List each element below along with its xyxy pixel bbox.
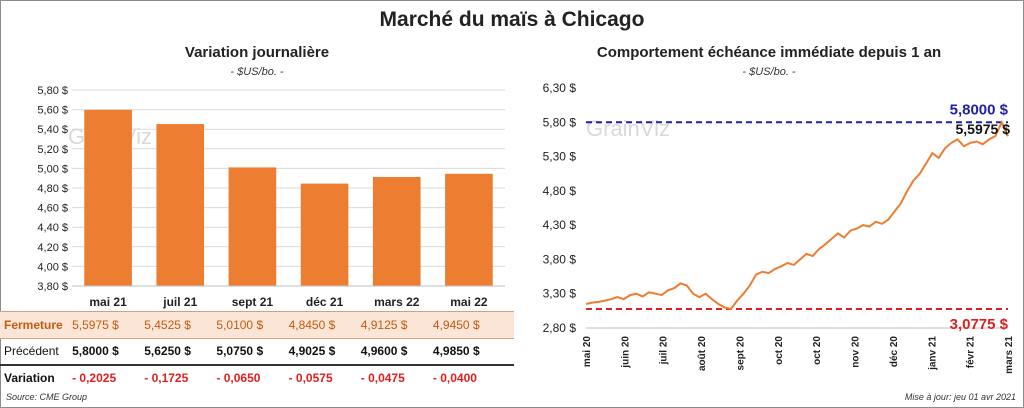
y-tick-label: 3,80 $ [37, 281, 68, 293]
y-tick-label: 4,60 $ [37, 203, 68, 215]
table-cell: 5,0750 $ [216, 344, 264, 358]
table-cell: - 0,0650 [216, 371, 261, 385]
table-cell: 4,8450 $ [288, 318, 336, 332]
bar-mai-21 [84, 109, 132, 286]
y-tick-label: 2,80 $ [543, 321, 577, 335]
bar-sept-21 [228, 167, 277, 286]
x-tick-label: mai 20 [582, 336, 593, 368]
y-tick-label: 4,80 $ [37, 183, 68, 195]
table-cell: 5,8000 $ [72, 344, 119, 358]
x-tick-label: juin 20 [620, 336, 631, 369]
watermark: GrainViz [586, 116, 670, 141]
row-label: Précédent [4, 344, 59, 358]
y-tick-label: 6,30 $ [543, 81, 577, 95]
x-tick-label: mars 21 [1004, 336, 1015, 374]
y-tick-label: 4,80 $ [543, 184, 577, 198]
x-tick-label: janv 21 [927, 336, 938, 371]
row-label: Variation [4, 371, 55, 385]
table-cell: 4,9450 $ [432, 318, 480, 332]
x-tick-label: févr 21 [966, 336, 977, 369]
left-chart-unit: - $US/bo. - [230, 66, 284, 78]
table-cell: 5,0100 $ [216, 318, 264, 332]
table-cell: - 0,0575 [288, 371, 333, 385]
min-label: 3,0775 $ [950, 316, 1009, 333]
table-cell: - 0,2025 [72, 371, 117, 385]
x-tick-label: août 20 [697, 336, 708, 371]
y-tick-label: 3,80 $ [543, 252, 577, 266]
y-tick-label: 5,20 $ [37, 144, 68, 156]
last-price-label: 5,5975 $ [956, 121, 1011, 137]
source-note: Source: CME Group [6, 392, 88, 402]
y-tick-label: 5,80 $ [37, 85, 68, 97]
x-tick-label: déc 20 [889, 336, 900, 368]
bar-mars-22 [372, 176, 421, 286]
y-tick-label: 5,30 $ [543, 150, 577, 164]
table-cell: 5,5975 $ [72, 318, 119, 332]
y-tick-label: 4,20 $ [37, 242, 68, 254]
x-tick-label: oct 20 [812, 336, 823, 365]
table-row-fermeture: Fermeture 5,5975 $ 5,4525 $ 5,0100 $ 4,8450 … [0, 311, 514, 339]
y-tick-label: 5,80 $ [543, 115, 577, 129]
table-cell: 4,9025 $ [288, 344, 336, 358]
y-tick-label: 4,40 $ [37, 222, 68, 234]
table-cell: 4,9125 $ [360, 318, 408, 332]
x-tick-label: juil 20 [659, 336, 670, 366]
line-chart: GrainViz 2,80 $ 3,30 $ 3,80 $ 4,30 $ 4,80 $ 5,… [543, 81, 1015, 374]
y-tick-label: 4,00 $ [37, 261, 68, 273]
table-cell: 4,9850 $ [432, 344, 480, 358]
x-tick-label: mai 21 [89, 295, 127, 309]
table-cell: 5,6250 $ [144, 344, 191, 358]
x-tick-label: oct 20 [774, 336, 785, 365]
bar-déc-21 [300, 183, 349, 286]
x-tick-label: nov 20 [851, 336, 862, 368]
bar-chart: GrainViz3,80 $4,00 $4,20 $4,40 $4,60 $4,… [37, 85, 505, 309]
update-note: Mise à jour: jeu 01 avr 2021 [904, 392, 1016, 402]
right-chart-subtitle: Comportement échéance immédiate depuis 1… [596, 44, 942, 61]
max-label: 5,8000 $ [950, 101, 1009, 118]
x-tick-label: mars 22 [374, 295, 420, 309]
table-cell: 5,4525 $ [144, 318, 191, 332]
y-tick-label: 5,00 $ [37, 163, 68, 175]
x-tick-label: sept 21 [232, 295, 274, 309]
y-tick-label: 3,30 $ [543, 287, 577, 301]
table-cell: - 0,1725 [144, 371, 189, 385]
y-tick-label: 5,40 $ [37, 124, 68, 136]
y-tick-label: 5,60 $ [37, 105, 68, 117]
x-tick-label: déc 21 [306, 295, 344, 309]
table-cell: - 0,0400 [432, 371, 477, 385]
main-title: Marché du maïs à Chicago [379, 8, 645, 31]
x-tick-label: juil 21 [162, 295, 197, 309]
price-line [585, 119, 1009, 311]
y-tick-label: 4,30 $ [543, 218, 577, 232]
bar-mai-22 [445, 173, 493, 286]
row-label: Fermeture [4, 318, 63, 332]
table-row-variation: Variation - 0,2025 - 0,1725 - 0,0650 - 0,057… [0, 365, 514, 391]
x-tick-label: sept 20 [735, 336, 746, 371]
x-tick-label: mai 22 [450, 295, 488, 309]
right-chart-unit: - $US/bo. - [742, 66, 796, 78]
left-chart-subtitle: Variation journalière [184, 44, 330, 61]
bar-juil-21 [156, 124, 205, 287]
table-row-precedent: Précédent 5,8000 $ 5,6250 $ 5,0750 $ 4,9025 … [0, 338, 514, 366]
table-cell: - 0,0475 [360, 371, 405, 385]
table-cell: 4,9600 $ [360, 344, 408, 358]
